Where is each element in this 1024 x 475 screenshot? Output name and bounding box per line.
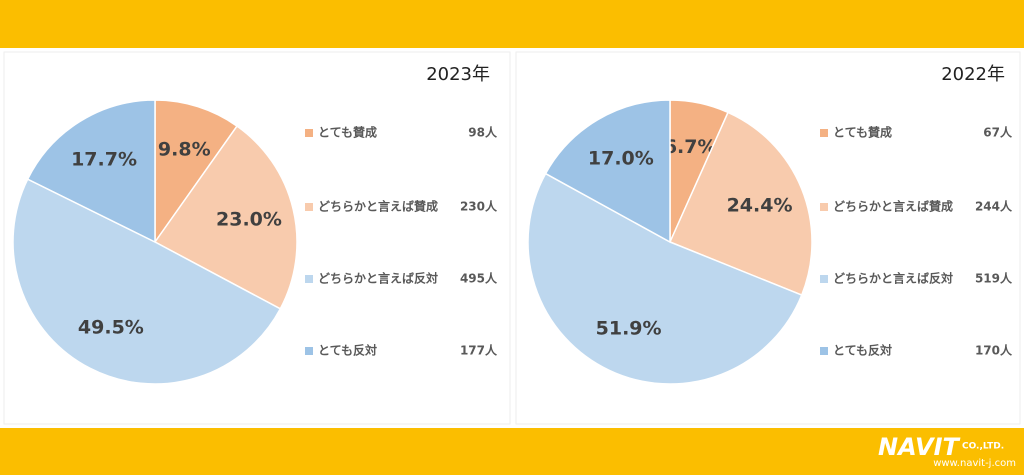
count-label: 244人 [975, 199, 1013, 214]
logo: NAVIT CO.,LTD. www.navit-j.com [878, 433, 1016, 469]
legend-swatch [305, 275, 313, 283]
legend-swatch [820, 203, 828, 211]
legend-label: とても賛成 [318, 125, 377, 140]
legend-label: どちらかと言えば反対 [833, 271, 953, 286]
slice-label: 17.7% [71, 148, 137, 170]
legend-swatch [820, 129, 828, 137]
legend-label: とても反対 [318, 343, 377, 358]
legend-swatch [305, 347, 313, 355]
pie-slice [26, 99, 156, 244]
legend-label: どちらかと言えば賛成 [833, 199, 953, 214]
pie-slice [154, 99, 239, 245]
slice-label: 51.9% [596, 318, 662, 340]
pie-slice [153, 125, 298, 310]
legend-swatch [305, 203, 313, 211]
slice-label: 9.8% [158, 138, 211, 160]
logo-text: NAVIT [878, 433, 961, 461]
slice-label: 17.0% [588, 147, 654, 169]
legend-label: とても反対 [833, 343, 892, 358]
pie-slice [544, 99, 671, 244]
slice-label: 24.4% [727, 194, 793, 216]
slice-label: 6.7% [664, 136, 717, 158]
legend-label: とても賛成 [833, 125, 892, 140]
legend-swatch [305, 129, 313, 137]
bottom-band [0, 428, 1024, 475]
legend-swatch [820, 347, 828, 355]
pie-slice [12, 178, 282, 385]
count-label: 230人 [460, 199, 498, 214]
legend-label: どちらかと言えば反対 [318, 271, 438, 286]
count-label: 519人 [975, 271, 1013, 286]
url: www.navit-j.com [933, 458, 1016, 469]
count-label: 170人 [975, 343, 1013, 358]
count-label: 495人 [460, 271, 498, 286]
chart-title: 2023年 [426, 64, 490, 85]
legend-label: どちらかと言えば賛成 [318, 199, 438, 214]
count-label: 98人 [468, 125, 498, 140]
chart-title: 2022年 [941, 64, 1005, 85]
pie-slice [668, 111, 813, 297]
top-band [0, 0, 1024, 48]
count-label: 67人 [983, 125, 1013, 140]
pie-slice [527, 172, 803, 385]
legend-swatch [820, 275, 828, 283]
slice-label: 23.0% [216, 208, 282, 230]
slice-label: 49.5% [78, 316, 144, 338]
count-label: 177人 [460, 343, 498, 358]
company-suffix: CO.,LTD. [962, 442, 1004, 452]
